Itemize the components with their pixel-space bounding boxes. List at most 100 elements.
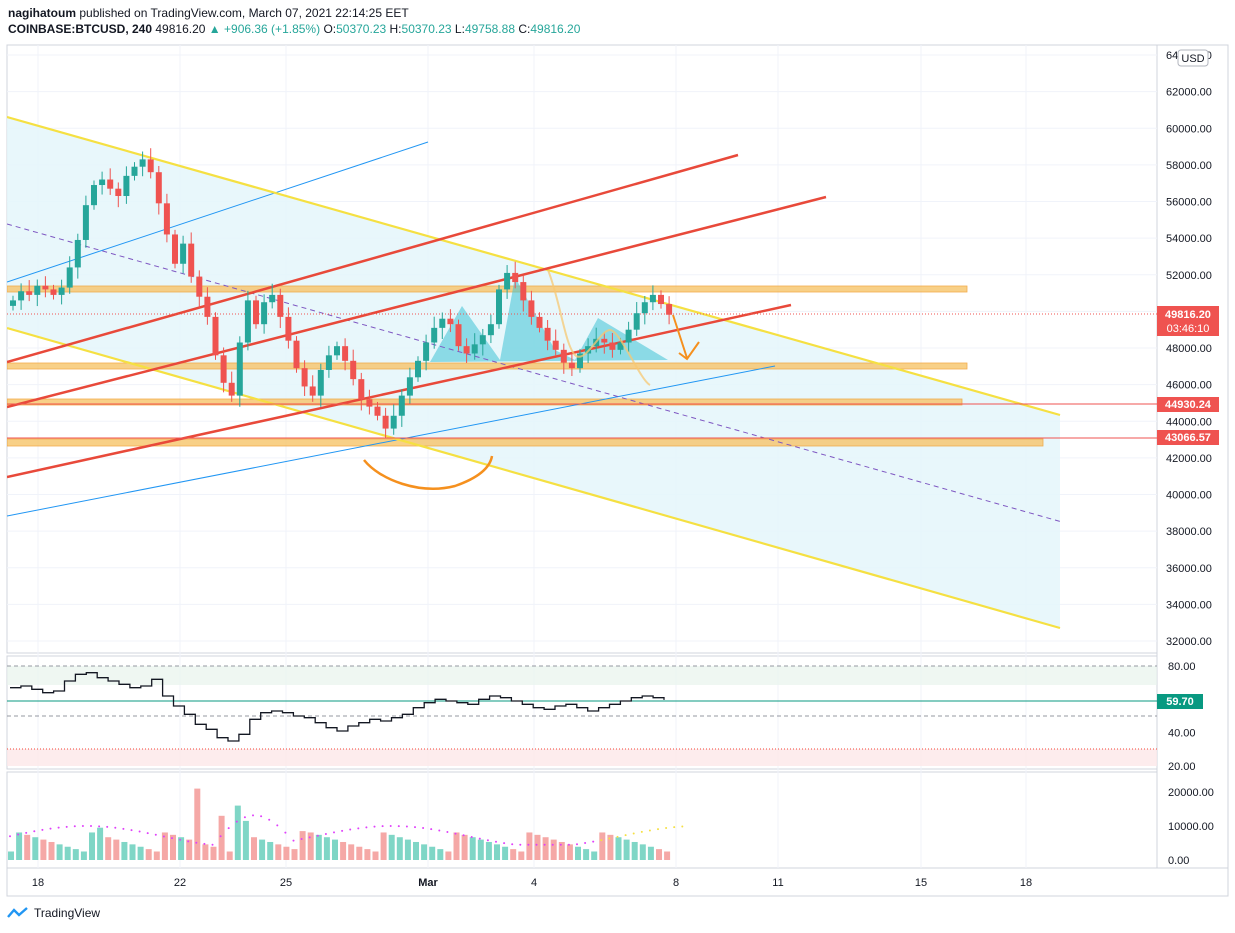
volume-ma-dot [657,828,659,831]
volume-ma-dot [616,835,619,838]
publisher-name[interactable]: nagihatoum [8,6,76,20]
volume-bar [202,844,209,860]
brand-label: TradingView [34,906,101,920]
volume-ma-dot [495,840,497,843]
volume-bar [64,846,71,860]
volume-ma-dot [195,841,198,844]
candle-body [123,175,130,197]
volume-bar [615,837,622,860]
volume-bar [8,851,14,860]
candle-body [641,302,648,314]
red-channel-upper [7,153,739,364]
volume-bar [194,788,201,860]
candle-body [471,344,478,354]
candle-body [415,360,421,378]
volume-bar [56,844,63,860]
candle-body [536,316,543,328]
symbol-legend: COINBASE:BTCUSD, 240 49816.20 ▲ +906.36 … [8,22,580,36]
volume-bar [510,849,517,860]
time-tick-label: 11 [772,877,783,889]
candle-body [496,289,502,325]
volume-ma-dot [519,843,522,846]
volume-ma-dot [122,827,125,830]
volume-ma-dot [41,828,44,831]
candle-body [99,179,106,186]
volume-bar [48,841,55,860]
volume-bar [364,849,371,860]
volume-bar [599,832,606,860]
symbol-name[interactable]: COINBASE:BTCUSD, 240 [8,22,153,36]
candle-body [172,234,178,264]
volume-bar [267,841,274,860]
lower-support-zone [7,438,1044,447]
candle-body [82,205,89,240]
time-tick-label: 18 [1020,877,1032,889]
volume-bar [89,832,95,860]
volume-bar [178,837,185,860]
volume-bar [583,849,590,860]
time-tick-label: 4 [531,877,537,889]
price-tag-43066-value: 43066.57 [1165,432,1211,444]
volume-bar [558,841,565,860]
volume-ma-dot [324,833,327,836]
rsi-tick-label: 20.00 [1168,761,1196,773]
volume-ma-dot [333,831,335,834]
candle-body [301,368,308,387]
volume-ma-dot [389,825,392,828]
volume-bar [453,832,460,860]
candle-body [423,342,430,361]
volume-ma-dot [130,829,133,832]
price-tick-label: 44000.00 [1166,416,1212,428]
volume-bar [656,849,662,860]
volume-bar [477,839,484,860]
volume-bar [218,815,225,860]
volume-bar [518,851,525,860]
volume-ma-dot [486,839,489,842]
volume-ma-dot [300,838,303,841]
volume-ma-dot [624,834,627,837]
volume-bar [542,837,549,860]
volume-bar [259,839,266,860]
rsi-tick-label: 40.00 [1168,728,1196,740]
time-axis[interactable] [6,867,1229,897]
yellow-channel-lower [7,326,1061,630]
volume-ma-dot [430,828,433,831]
volume-ma-dot [478,837,481,840]
volume-ma-dots [9,814,684,846]
volume-bar [623,839,630,860]
low-label: L: [454,22,465,36]
volume-ma-dot [438,829,441,832]
candle-body [617,342,624,350]
time-tick-label: 8 [673,877,679,889]
volume-ma-dot [681,825,684,828]
price-tick-label: 46000.00 [1166,380,1212,392]
volume-bar [153,851,160,860]
volume-bar [356,846,363,860]
candle-body [74,239,81,268]
volume-ma-dot [567,843,570,846]
close-label: C: [518,22,531,36]
volume-bar [161,832,168,860]
candle-body [91,185,97,206]
volume-bar [16,832,23,860]
volume-bar [234,805,241,860]
price-tick-label: 62000.00 [1166,87,1212,99]
volume-bar [607,834,614,860]
volume-ma-dot [511,843,514,846]
volume-ma-dot [414,826,416,829]
volume-ma-dot [114,826,117,829]
volume-ma-dot [665,827,668,830]
candle-body [204,296,211,317]
volume-bar [534,834,541,860]
currency-badge[interactable]: USD [1177,49,1209,67]
price-tick-label: 56000.00 [1166,197,1212,209]
volume-tick-label: 10000.00 [1168,821,1214,833]
volume-bar [631,841,638,860]
volume-ma-dot [179,838,182,841]
tradingview-brand[interactable]: TradingView [6,906,100,920]
volume-bar [299,831,306,860]
rsi-tick-label: 80.00 [1168,661,1196,673]
volume-ma-dot [292,839,295,842]
volume-ma-dot [397,825,400,828]
